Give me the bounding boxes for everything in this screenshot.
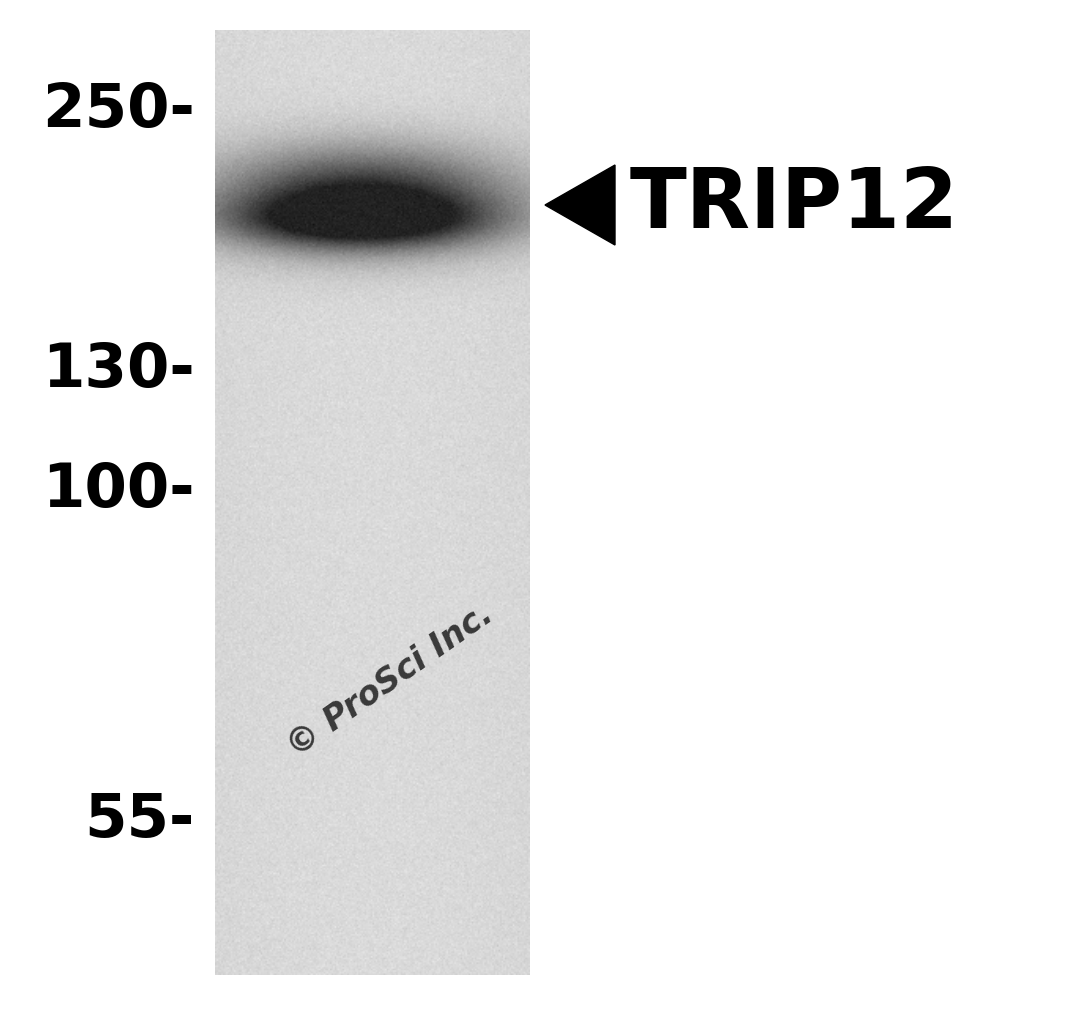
- Text: © ProSci Inc.: © ProSci Inc.: [281, 596, 499, 763]
- Text: TRIP12: TRIP12: [630, 165, 959, 246]
- Text: 130-: 130-: [42, 341, 195, 400]
- Text: 55-: 55-: [84, 791, 195, 849]
- Text: 250-: 250-: [42, 81, 195, 139]
- Polygon shape: [545, 165, 615, 244]
- Text: 100-: 100-: [42, 460, 195, 520]
